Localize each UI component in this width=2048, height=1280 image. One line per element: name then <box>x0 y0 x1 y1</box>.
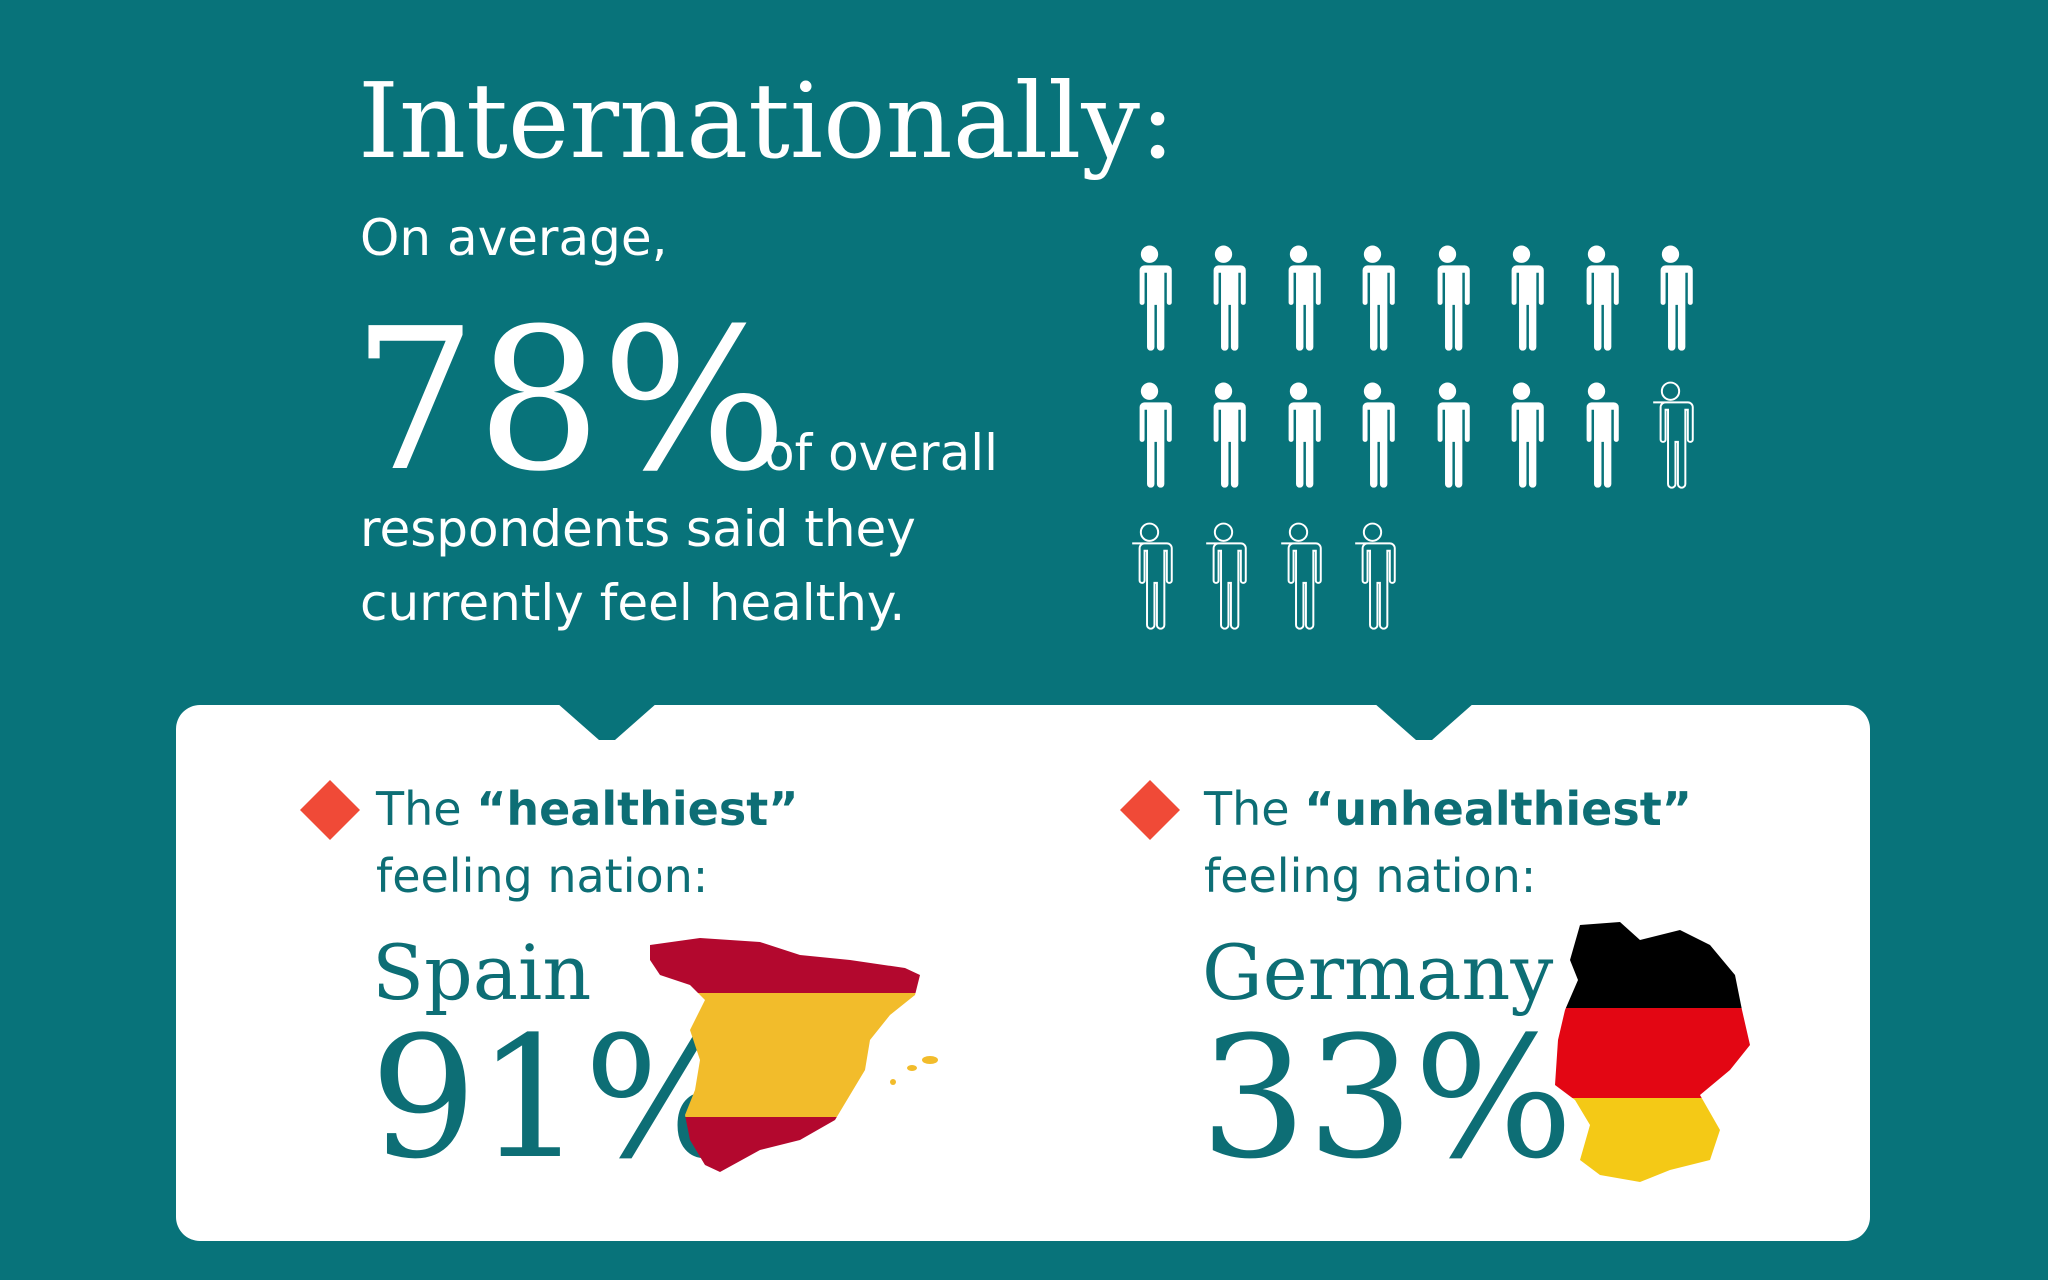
diamond <box>300 780 360 840</box>
card <box>176 705 1870 1241</box>
nation-value: 91% <box>370 1000 743 1196</box>
nation-heading: The “unhealthiest” <box>1203 782 1692 836</box>
islands <box>890 1056 938 1085</box>
diamond <box>1120 780 1180 840</box>
title: Internationally: <box>358 60 1175 182</box>
big-value: 78% <box>352 287 788 515</box>
country: Spain <box>372 928 591 1017</box>
notch <box>1374 703 1474 740</box>
label: “unhealthiest” <box>1304 782 1692 836</box>
prefix: The <box>375 782 462 836</box>
intro: On average, <box>360 209 668 267</box>
prefix: The <box>1203 782 1290 836</box>
summary-line: respondents said they <box>360 500 916 558</box>
notch <box>557 703 657 740</box>
nation-value: 33% <box>1200 1000 1573 1196</box>
country: Germany <box>1202 928 1553 1017</box>
nation-suffix: feeling nation: <box>376 849 708 903</box>
summary-line: currently feel healthy. <box>360 574 905 632</box>
summary-line: of overall <box>764 424 998 482</box>
nation-suffix: feeling nation: <box>1204 849 1536 903</box>
nation-heading: The “healthiest” <box>375 782 798 836</box>
label: “healthiest” <box>476 782 798 836</box>
